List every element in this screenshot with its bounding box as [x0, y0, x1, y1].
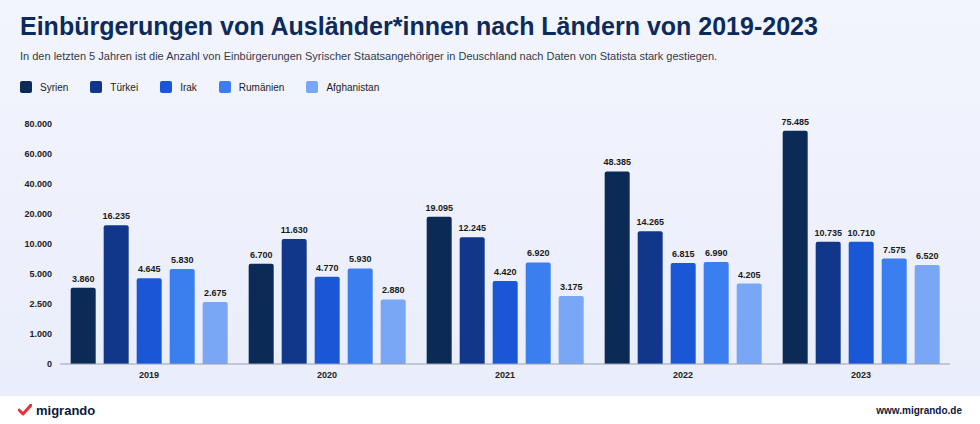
svg-text:7.575: 7.575	[883, 245, 906, 255]
html-text:In den letzten 5 Jahren ist di: In den letzten 5 Jahren ist die Anzahl v…	[20, 50, 718, 62]
svg-text:40.000: 40.000	[24, 179, 52, 189]
svg-text:2023: 2023	[851, 370, 871, 380]
svg-text:10.735: 10.735	[814, 228, 842, 238]
html-text:Afghanistan: Afghanistan	[326, 81, 380, 93]
svg-text:2.880: 2.880	[382, 285, 405, 295]
svg-text:2020: 2020	[317, 370, 337, 380]
svg-text:6.920: 6.920	[527, 248, 550, 258]
html-text:Türkei: Türkei	[110, 81, 139, 93]
svg-text:16.235: 16.235	[102, 211, 130, 221]
html-text:migrando: migrando	[36, 402, 96, 418]
svg-text:10.000: 10.000	[24, 239, 52, 249]
svg-text:2021: 2021	[495, 370, 515, 380]
svg-text:2.500: 2.500	[29, 299, 52, 309]
svg-text:19.095: 19.095	[425, 203, 453, 213]
html-text:www.migrando.de: www.migrando.de	[876, 404, 962, 416]
svg-text:3.175: 3.175	[560, 282, 583, 292]
svg-text:6.700: 6.700	[250, 250, 273, 260]
svg-text:5.000: 5.000	[29, 269, 52, 279]
svg-text:12.245: 12.245	[458, 223, 486, 233]
html-text:Einbürgerungen von Ausländer*i: Einbürgerungen von Ausländer*innen nach …	[20, 12, 818, 40]
svg-text:6.990: 6.990	[705, 248, 728, 258]
svg-text:5.830: 5.830	[171, 255, 194, 265]
svg-text:10.710: 10.710	[847, 228, 875, 238]
svg-text:6.520: 6.520	[916, 251, 939, 261]
svg-text:2022: 2022	[673, 370, 693, 380]
svg-text:4.645: 4.645	[138, 264, 161, 274]
svg-text:6.815: 6.815	[672, 249, 695, 259]
svg-text:3.860: 3.860	[72, 274, 95, 284]
svg-text:2019: 2019	[139, 370, 159, 380]
svg-text:48.385: 48.385	[603, 157, 631, 167]
svg-text:2.675: 2.675	[204, 288, 227, 298]
html-text:Irak: Irak	[180, 81, 197, 93]
svg-text:11.630: 11.630	[281, 225, 308, 235]
svg-text:4.205: 4.205	[738, 270, 761, 280]
svg-text:14.265: 14.265	[636, 217, 664, 227]
svg-text:0: 0	[47, 359, 52, 369]
html-text:Rumänien: Rumänien	[238, 81, 285, 93]
svg-text:5.930: 5.930	[349, 254, 372, 264]
html-text:Syrien: Syrien	[40, 81, 69, 93]
svg-text:4.420: 4.420	[494, 267, 517, 277]
svg-text:75.485: 75.485	[781, 117, 809, 127]
svg-text:20.000: 20.000	[24, 209, 52, 219]
svg-text:80.000: 80.000	[24, 119, 52, 129]
svg-text:4.770: 4.770	[316, 263, 339, 273]
svg-text:1.000: 1.000	[29, 329, 52, 339]
svg-text:60.000: 60.000	[24, 149, 52, 159]
